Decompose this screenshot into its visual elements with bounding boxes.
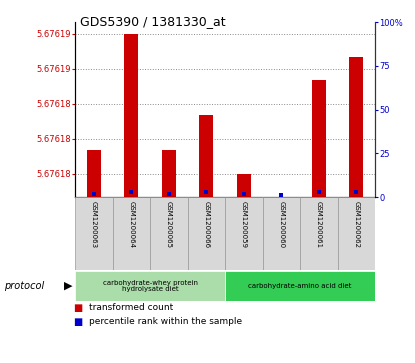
Text: transformed count: transformed count bbox=[89, 303, 173, 313]
Text: GSM1200061: GSM1200061 bbox=[316, 201, 322, 248]
Point bbox=[166, 191, 172, 196]
Bar bbox=[75, 271, 225, 301]
Text: GSM1200064: GSM1200064 bbox=[128, 201, 134, 248]
Text: GSM1200065: GSM1200065 bbox=[166, 201, 172, 248]
Bar bbox=[188, 197, 225, 270]
Bar bbox=[124, 34, 138, 197]
Bar bbox=[199, 115, 213, 197]
Point bbox=[90, 191, 97, 196]
Bar bbox=[225, 271, 375, 301]
Bar bbox=[312, 80, 326, 197]
Text: GSM1200062: GSM1200062 bbox=[353, 201, 359, 248]
Bar bbox=[263, 197, 300, 270]
Bar bbox=[75, 197, 112, 270]
Text: ▶: ▶ bbox=[64, 281, 73, 291]
Text: GDS5390 / 1381330_at: GDS5390 / 1381330_at bbox=[80, 15, 226, 28]
Text: ■: ■ bbox=[73, 317, 82, 327]
Bar bbox=[349, 57, 364, 197]
Text: protocol: protocol bbox=[4, 281, 44, 291]
Text: ■: ■ bbox=[73, 303, 82, 313]
Text: carbohydrate-amino acid diet: carbohydrate-amino acid diet bbox=[248, 283, 352, 289]
Point bbox=[240, 191, 247, 196]
Point bbox=[128, 189, 134, 195]
Bar bbox=[225, 197, 263, 270]
Text: GSM1200063: GSM1200063 bbox=[91, 201, 97, 248]
Bar bbox=[87, 150, 101, 197]
Point bbox=[278, 192, 285, 198]
Bar bbox=[150, 197, 188, 270]
Point bbox=[203, 189, 210, 195]
Text: percentile rank within the sample: percentile rank within the sample bbox=[89, 317, 242, 326]
Text: GSM1200066: GSM1200066 bbox=[203, 201, 209, 248]
Point bbox=[353, 189, 359, 195]
Bar bbox=[300, 197, 337, 270]
Text: GSM1200060: GSM1200060 bbox=[278, 201, 284, 248]
Bar bbox=[161, 150, 176, 197]
Text: GSM1200059: GSM1200059 bbox=[241, 201, 247, 248]
Point bbox=[315, 189, 322, 195]
Bar bbox=[237, 174, 251, 197]
Text: carbohydrate-whey protein
hydrolysate diet: carbohydrate-whey protein hydrolysate di… bbox=[103, 280, 198, 293]
Bar bbox=[112, 197, 150, 270]
Bar bbox=[337, 197, 375, 270]
